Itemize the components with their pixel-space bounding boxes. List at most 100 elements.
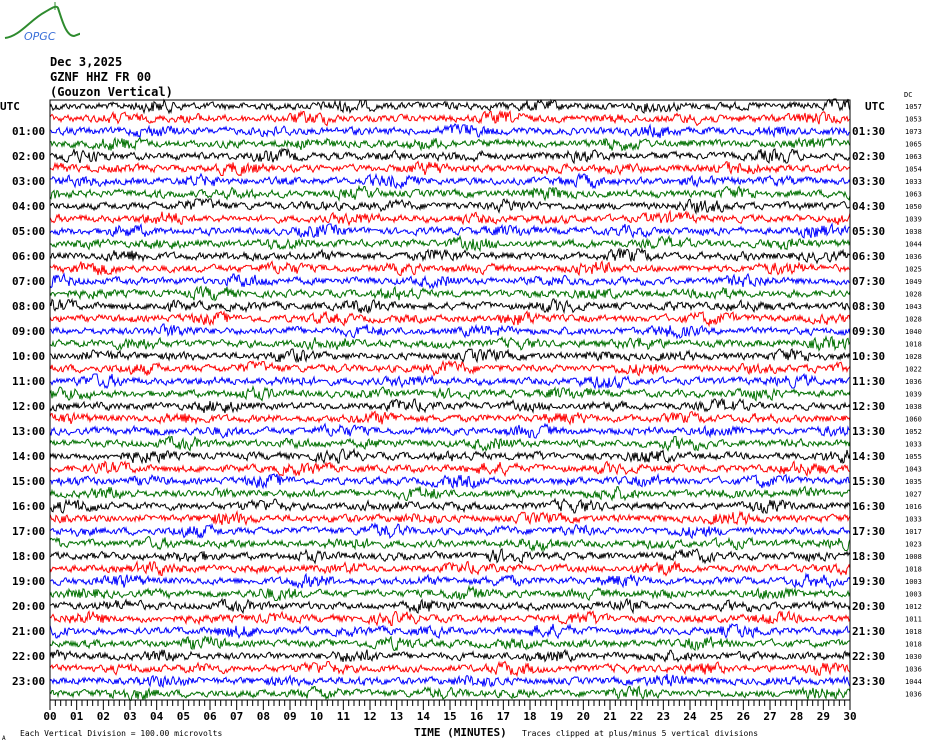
trace-offset-label: 1060 [905,416,922,424]
hour-label-left: 20:00 [12,600,45,613]
hour-label-left: 17:00 [12,525,45,538]
seismic-trace-13 [49,260,851,277]
hour-label-left: 03:00 [12,175,45,188]
x-tick-label: 14 [417,710,431,723]
x-tick-label: 03 [123,710,136,723]
x-tick-label: 20 [577,710,590,723]
x-tick-label: 17 [497,710,510,723]
x-tick-label: 22 [630,710,643,723]
x-tick-label: 26 [737,710,751,723]
trace-offset-label: 1050 [905,203,922,211]
seismic-trace-18 [49,323,851,340]
hour-label-left: 15:00 [12,475,45,488]
trace-offset-label: 1023 [905,541,922,549]
trace-offset-label: 1003 [905,578,922,586]
x-tick-label: 29 [817,710,830,723]
x-tick-label: 19 [550,710,563,723]
clip-note: Traces clipped at plus/minus 5 vertical … [522,729,758,738]
right-corner-label: DC [904,91,912,99]
hour-label-right: 16:30 [852,500,885,513]
seismic-trace-44 [49,648,851,663]
trace-offset-label: 1036 [905,691,922,699]
x-tick-label: 18 [523,710,536,723]
seismic-trace-4 [49,147,851,165]
trace-offset-label: 1049 [905,278,922,286]
seismic-trace-3 [49,136,851,152]
trace-offset-label: 1028 [905,291,922,299]
hour-label-right: 18:30 [852,550,885,563]
trace-offset-label: 1054 [905,166,922,174]
trace-offset-label: 1016 [905,503,922,511]
trace-offset-label: 1003 [905,591,922,599]
trace-offset-label: 1044 [905,678,922,686]
x-tick-label: 09 [283,710,296,723]
right-axis-title: UTC [865,100,885,113]
hour-label-right: 08:30 [852,300,885,313]
trace-offset-label: 1033 [905,441,922,449]
trace-offset-label: 1052 [905,428,922,436]
trace-offset-label: 1038 [905,228,922,236]
trace-offset-label: 1022 [905,366,922,374]
seismic-trace-31 [49,485,851,502]
hour-label-right: 07:30 [852,275,885,288]
seismic-trace-16 [49,297,851,315]
seismic-trace-5 [49,160,851,177]
x-axis-label: TIME (MINUTES) [414,726,507,739]
trace-offset-label: 1028 [905,316,922,324]
hour-label-right: 12:30 [852,400,885,413]
hour-label-right: 23:30 [852,675,885,688]
hour-label-left: 07:00 [12,275,45,288]
seismic-trace-14 [49,272,851,290]
x-tick-label: 04 [150,710,164,723]
opgc-logo: OPGC [4,2,80,43]
x-tick-label: 16 [470,710,484,723]
station: GZNF HHZ FR 00 [50,70,152,84]
trace-offset-label: 1040 [905,328,922,336]
x-tick-label: 01 [70,710,84,723]
trace-offset-label: 1033 [905,516,922,524]
seismic-trace-42 [49,623,851,640]
hour-label-left: 23:00 [12,675,45,688]
x-tick-label: 27 [763,710,776,723]
hour-label-left: 18:00 [12,550,45,563]
hour-label-right: 22:30 [852,650,885,663]
trace-offset-label: 1028 [905,353,922,361]
scale-note: Each Vertical Division = 100.00 microvol… [20,729,222,738]
x-tick-label: 15 [443,710,456,723]
x-tick-label: 25 [710,710,723,723]
x-tick-label: 28 [790,710,803,723]
x-tick-label: 12 [363,710,376,723]
seismic-trace-8 [49,198,850,215]
logo-curve [4,5,80,39]
date: Dec 3,2025 [50,55,123,69]
seismic-trace-2 [49,123,851,140]
trace-offset-label: 1057 [905,103,922,111]
seismic-trace-1 [49,109,851,127]
x-tick-label: 21 [603,710,617,723]
trace-offset-label: 1025 [905,266,922,274]
seismic-trace-6 [49,172,851,190]
hour-label-left: 13:00 [12,425,45,438]
seismic-trace-32 [49,497,851,515]
seismic-trace-23 [49,384,851,402]
x-tick-label: 05 [177,710,190,723]
hour-label-left: 04:00 [12,200,45,213]
trace-offset-label: 1011 [905,616,922,624]
seismic-trace-33 [49,509,851,527]
seismic-trace-26 [49,422,851,439]
x-tick-label: 02 [97,710,110,723]
seismic-trace-28 [49,447,851,465]
hour-label-right: 20:30 [852,600,885,613]
seismic-trace-37 [49,560,851,577]
seismic-trace-7 [49,184,851,202]
seismic-trace-36 [49,548,851,565]
hour-label-left: 22:00 [12,650,45,663]
seismic-trace-43 [49,635,851,652]
x-tick-label: 06 [203,710,217,723]
seismic-trace-19 [49,334,851,352]
hour-label-left: 14:00 [12,450,45,463]
location: (Gouzon Vertical) [50,85,173,99]
seismic-trace-40 [49,597,851,615]
